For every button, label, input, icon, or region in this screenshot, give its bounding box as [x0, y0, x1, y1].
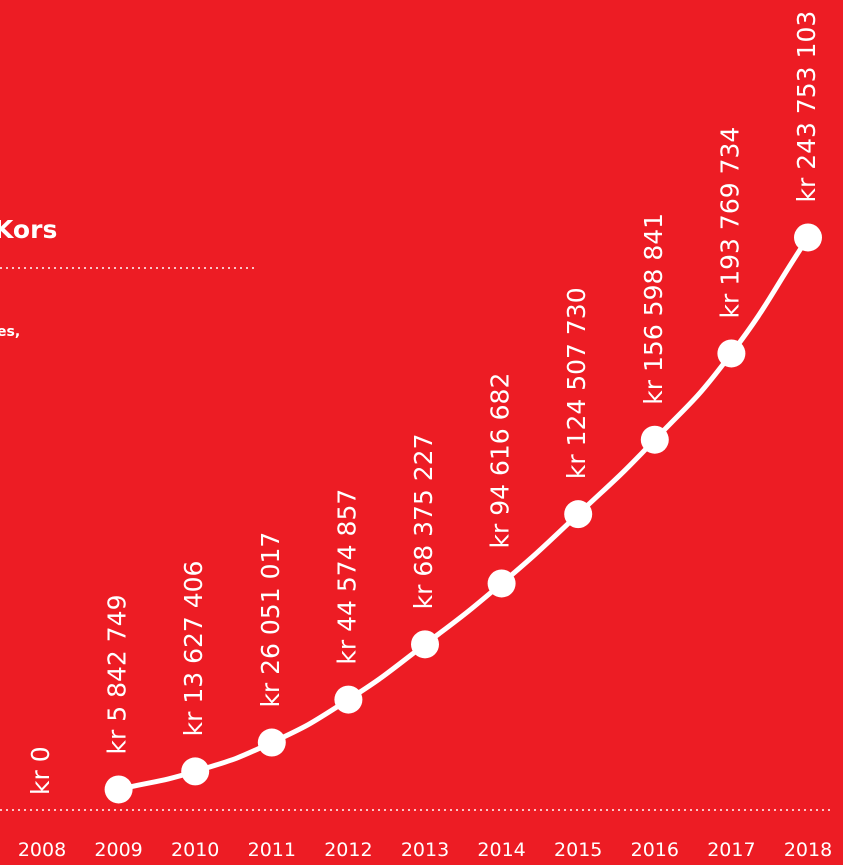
point: [564, 500, 593, 529]
x-tick-label: 2008: [18, 839, 66, 861]
value-label: kr 156 598 841: [639, 213, 668, 405]
x-tick-label: 2017: [707, 839, 755, 861]
point: [717, 339, 746, 368]
value-label: kr 13 627 406: [179, 561, 208, 737]
value-label: kr 243 753 103: [792, 11, 821, 203]
value-label: kr 94 616 682: [486, 373, 515, 549]
line: [118, 236, 811, 792]
x-tick-label: 2013: [401, 839, 449, 861]
value-label: kr 0: [26, 746, 55, 795]
point: [487, 569, 516, 598]
x-tick-label: 2014: [477, 839, 525, 861]
x-tick-label: 2010: [171, 839, 219, 861]
x-tick-label: 2011: [248, 839, 296, 861]
x-tick-label: 2018: [784, 839, 832, 861]
value-label: kr 5 842 749: [103, 595, 132, 755]
value-label: kr 44 574 857: [332, 489, 361, 665]
x-tick-label: 2012: [324, 839, 372, 861]
x-tick-label: 2009: [94, 839, 142, 861]
point: [334, 685, 363, 714]
headline: Kors: [0, 215, 57, 244]
value-label: kr 26 051 017: [256, 532, 285, 708]
body-text: es,: [0, 324, 20, 340]
value-label: kr 124 507 730: [562, 287, 591, 479]
point: [257, 728, 286, 757]
x-tick-label: 2016: [631, 839, 679, 861]
point: [794, 223, 822, 252]
point: [411, 630, 439, 659]
x-tick-label: 2015: [554, 839, 602, 861]
value-label: kr 193 769 734: [715, 127, 744, 319]
point: [181, 757, 210, 786]
value-label: kr 68 375 227: [409, 434, 438, 610]
point: [104, 775, 133, 804]
point: [640, 425, 669, 454]
